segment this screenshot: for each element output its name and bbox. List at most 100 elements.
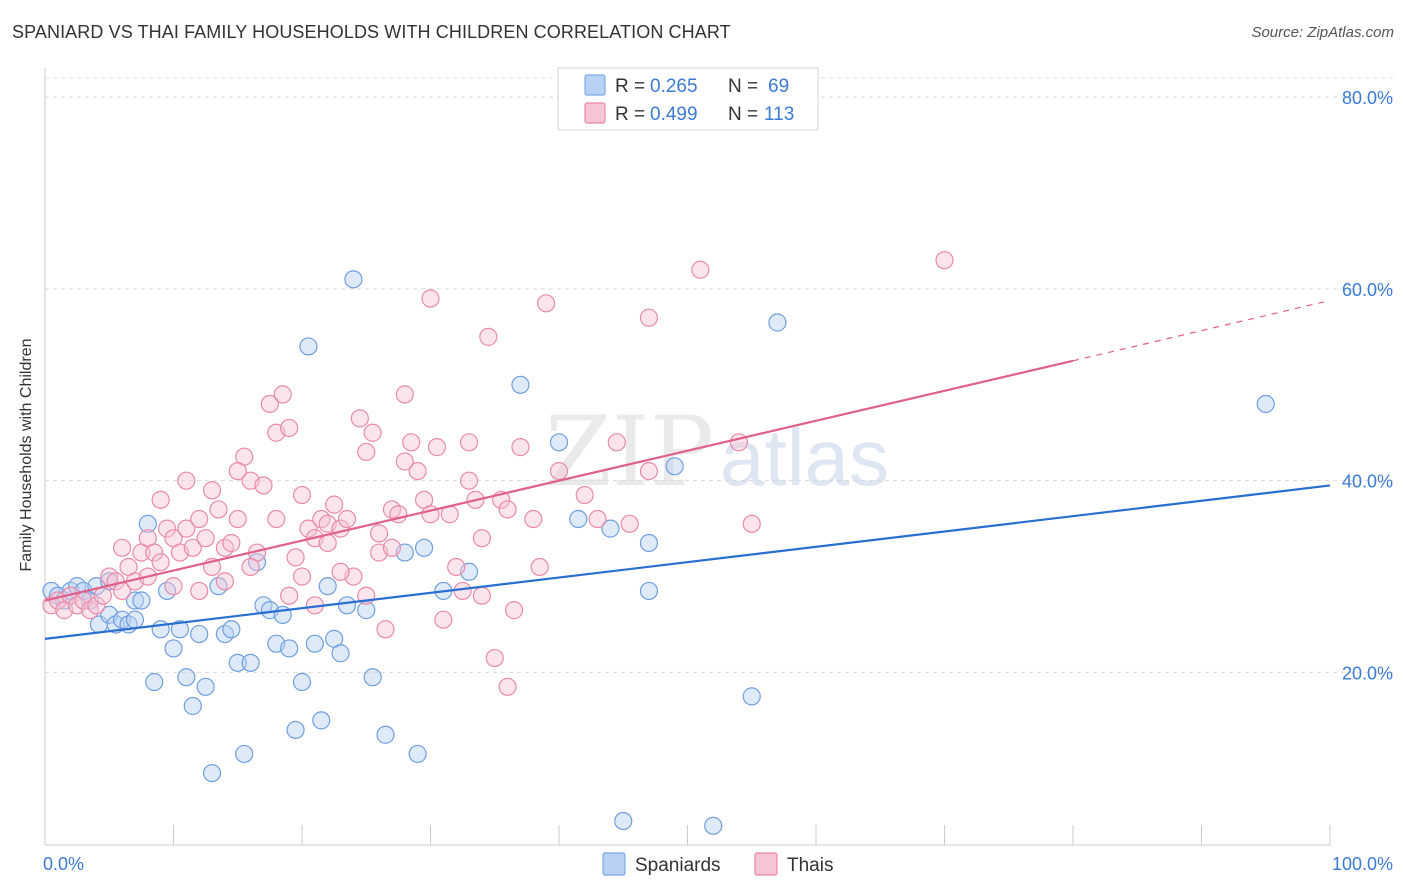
spaniards-point-62 <box>614 811 633 831</box>
chart-title: SPANIARD VS THAI FAMILY HOUSEHOLDS WITH … <box>12 22 731 42</box>
thais-point-90 <box>112 538 132 557</box>
thais-point-48 <box>350 409 369 428</box>
legend-n-value-spaniards: 69 <box>768 76 789 97</box>
thais-point-88 <box>164 577 183 596</box>
spaniards-point-30 <box>222 620 241 639</box>
thais-point-75 <box>530 557 549 577</box>
thais-point-67 <box>472 586 491 605</box>
y-tick-label-1: 40.0% <box>1342 472 1393 492</box>
spaniards-point-45 <box>318 577 337 596</box>
thais-point-95 <box>459 471 479 490</box>
thais-point-72 <box>504 601 524 620</box>
thais-point-7 <box>87 596 106 615</box>
series-legend-swatch-spaniards <box>602 852 626 876</box>
thais-point-17 <box>151 553 170 572</box>
spaniards-point-69 <box>1256 394 1275 414</box>
thais-point-64 <box>453 581 472 601</box>
spaniards-point-61 <box>601 519 620 538</box>
thais-point-61 <box>434 610 453 629</box>
x-tick-label-0: 0.0% <box>43 854 84 874</box>
spaniards-point-27 <box>202 763 222 783</box>
spaniards-point-18 <box>145 672 164 692</box>
series-legend: Spaniards Thais <box>602 852 833 876</box>
thais-point-76 <box>537 294 556 313</box>
thais-point-107 <box>202 481 222 500</box>
thais-point-74 <box>524 509 543 529</box>
spaniards-point-44 <box>312 711 331 730</box>
spaniards-point-32 <box>235 744 254 764</box>
spaniards-point-47 <box>331 644 350 663</box>
thais-point-52 <box>376 620 395 639</box>
thais-point-18 <box>157 519 177 538</box>
legend-r-value-thais: 0.499 <box>650 104 698 125</box>
thais-point-49 <box>357 442 376 462</box>
legend-r-label-thais: R = <box>615 104 645 125</box>
y-tick-label-2: 60.0% <box>1342 280 1393 300</box>
tick-labels: 20.0% 40.0% 60.0% 80.0% 0.0% 100.0% <box>43 88 1393 874</box>
thais-point-40 <box>299 519 318 538</box>
thais-point-106 <box>177 471 196 490</box>
spaniards-point-52 <box>376 725 395 744</box>
thais-point-111 <box>370 524 389 543</box>
spaniards-point-17 <box>138 514 157 533</box>
spaniards-trend-line <box>44 484 1331 640</box>
thais-point-60 <box>427 438 447 457</box>
spaniards-point-60 <box>569 509 588 529</box>
spaniards-point-63 <box>639 533 659 553</box>
legend-r-label-spaniards: R = <box>615 76 645 97</box>
thais-point-81 <box>639 308 659 327</box>
thais-point-57 <box>408 461 427 481</box>
thais-point-80 <box>620 514 639 533</box>
spaniards-point-40 <box>286 720 305 740</box>
watermark-zip: ZIP <box>545 396 714 508</box>
thais-point-28 <box>222 533 241 553</box>
spaniards-point-25 <box>190 624 209 644</box>
spaniards-point-23 <box>177 668 196 687</box>
spaniards-point-66 <box>704 816 723 835</box>
thais-point-101 <box>382 538 402 557</box>
trend-lines <box>44 299 1331 640</box>
thais-point-22 <box>183 538 202 557</box>
thais-point-94 <box>395 452 414 471</box>
spaniards-point-15 <box>125 610 145 629</box>
legend-box: R = 0.265 N = 69 R = 0.499 N = 113 <box>557 67 819 131</box>
spaniards-point-16 <box>132 591 151 610</box>
thais-point-108 <box>228 461 247 481</box>
spaniards-point-54 <box>408 744 427 764</box>
thais-point-34 <box>260 394 279 414</box>
thais-point-79 <box>607 433 626 452</box>
thais-point-105 <box>151 490 170 509</box>
spaniards-point-67 <box>742 687 761 706</box>
axes <box>44 68 1331 846</box>
thais-point-24 <box>196 529 215 548</box>
thais-point-65 <box>459 433 479 452</box>
thais-trend-extension <box>1072 299 1331 362</box>
thais-point-85 <box>742 514 761 533</box>
series-legend-swatch-thais <box>754 852 778 876</box>
thais-point-104 <box>498 677 517 696</box>
spaniards-point-42 <box>299 337 318 356</box>
thais-point-78 <box>588 509 607 529</box>
thais-point-50 <box>363 423 382 442</box>
spaniards-point-51 <box>363 668 382 687</box>
thais-point-68 <box>479 327 498 346</box>
thais-point-55 <box>395 385 414 404</box>
watermark: ZIP atlas <box>545 396 889 508</box>
thais-point-73 <box>511 438 530 457</box>
series-legend-spaniards: Spaniards <box>635 855 721 876</box>
thais-point-82 <box>639 461 659 481</box>
thais-point-83 <box>691 260 710 279</box>
thais-point-77 <box>575 485 594 505</box>
legend-swatch-spaniards <box>584 74 606 96</box>
thais-point-46 <box>337 509 357 529</box>
spaniards-point-39 <box>280 639 299 658</box>
spaniards-point-59 <box>549 433 569 452</box>
legend-n-value-thais: 113 <box>764 104 794 125</box>
data-points <box>42 251 1275 835</box>
spaniards-point-33 <box>241 653 260 672</box>
y-tick-label-3: 80.0% <box>1342 88 1393 108</box>
thais-point-97 <box>190 581 209 601</box>
thais-point-8 <box>93 586 112 605</box>
thais-trend-line <box>44 359 1074 602</box>
